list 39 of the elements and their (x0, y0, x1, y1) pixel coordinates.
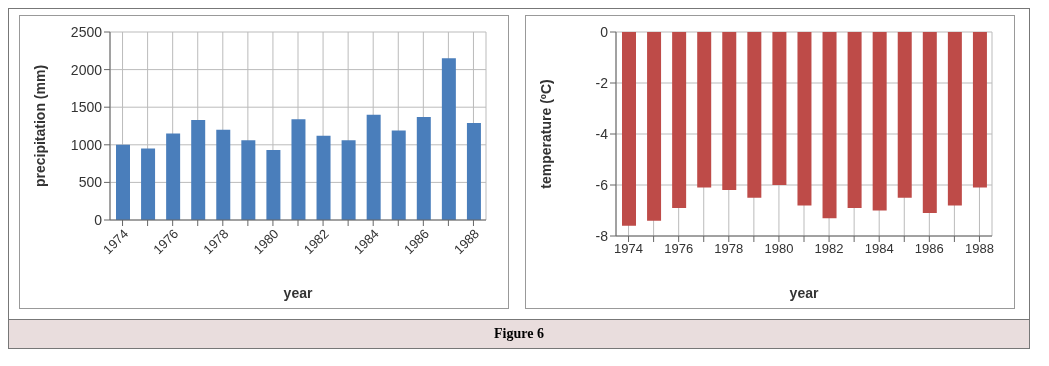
bar (441, 58, 456, 220)
y-tick-label: -8 (595, 227, 609, 244)
x-axis-title: year (789, 285, 819, 301)
x-tick-label: 1986 (914, 241, 944, 257)
bar (466, 122, 481, 220)
y-tick-label: 1500 (70, 99, 103, 116)
y-tick-label: 0 (600, 23, 609, 40)
y-tick-label: 0 (94, 211, 103, 228)
bar (216, 129, 231, 220)
x-tick-label: 1976 (664, 241, 694, 257)
x-tick-label: 1984 (864, 241, 894, 257)
x-tick-label: 1974 (614, 241, 643, 257)
y-tick-label: 500 (78, 174, 103, 191)
x-tick-label: 1978 (714, 241, 744, 257)
x-tick-label: 1982 (814, 241, 844, 257)
y-tick-label: 2000 (70, 61, 103, 78)
bar (366, 114, 381, 220)
y-tick-label: 1000 (70, 136, 103, 153)
bar (316, 135, 331, 220)
x-tick-label: 1988 (965, 241, 994, 257)
bar (266, 150, 281, 220)
y-tick-label: -6 (595, 176, 609, 193)
bar (341, 140, 356, 220)
bar (391, 130, 406, 220)
y-axis-title: temperature (ºC) (537, 79, 554, 189)
bar (241, 140, 256, 220)
y-tick-label: -4 (595, 125, 609, 142)
bar (141, 148, 156, 220)
x-tick-label: 1980 (764, 241, 794, 257)
bar (166, 133, 181, 220)
y-tick-label: -2 (595, 74, 609, 91)
caption: Figure 6 (9, 319, 1029, 348)
bar (191, 119, 206, 220)
bar (416, 116, 431, 220)
bar (116, 144, 130, 220)
y-tick-label: 2500 (70, 23, 103, 40)
x-axis-title: year (283, 285, 313, 301)
y-axis-title: precipitation (mm) (31, 64, 48, 188)
bar (291, 119, 306, 220)
